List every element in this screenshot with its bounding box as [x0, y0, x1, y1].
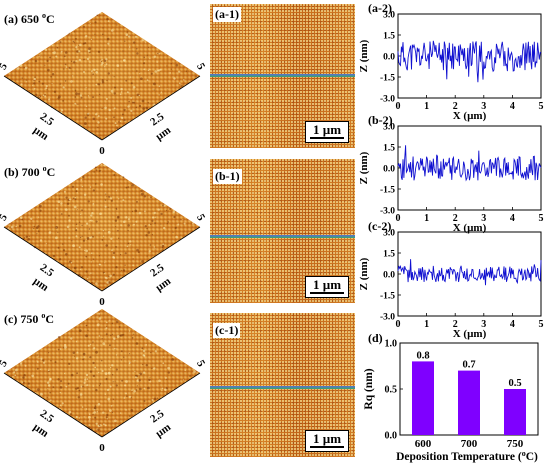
scale-bar: 1 µm [305, 121, 349, 143]
x-tick-label: 0 [396, 319, 401, 330]
axis-edge [101, 75, 201, 141]
panel-c1-label: (c-1) [213, 323, 241, 338]
profile-c2: (c-2)3.0 1.5 0.0 -1.5 -3.00 1 2 3 4 5 X (µm) Z (nm) [358, 219, 544, 340]
y-tick-label: 0.0 [383, 53, 395, 63]
panel-label: (c-2) [368, 219, 391, 233]
panel-b1-label: (b-1) [213, 169, 242, 184]
tick-label: 0 [99, 442, 105, 454]
y-tick-label: 3.0 [383, 123, 395, 133]
tick-label: 5 [194, 212, 207, 223]
x-tick-label: 2 [453, 319, 458, 330]
panel-label: (b-2) [368, 113, 393, 127]
y-tick-label: 1.5 [383, 250, 395, 260]
axis-edge [3, 226, 103, 292]
tick-label: 5 [0, 212, 10, 223]
y-tick-label: -3.0 [380, 207, 395, 217]
x-tick-label: 600 [415, 438, 432, 450]
y-axis-label: Z (nm) [358, 151, 370, 184]
axis-edge [101, 226, 201, 292]
tick-label: 5 [194, 61, 207, 72]
bar-data-label: 0.7 [462, 360, 475, 371]
panel-label-d: (d) [368, 331, 383, 345]
profile-series [397, 145, 542, 182]
tick-label: 5 [0, 61, 10, 72]
x-tick-label: 5 [539, 101, 544, 112]
y-tick-label: 1.5 [383, 32, 395, 42]
x-axis-label: X (µm) [453, 110, 487, 122]
x-tick-label: 1 [424, 101, 429, 112]
profile-series [397, 40, 542, 83]
bar-data-label: 0.5 [508, 378, 521, 389]
bar-700 [458, 370, 480, 435]
y-axis-label: Rq (nm) [363, 368, 375, 409]
x-axis-label: X (µm) [453, 328, 487, 340]
scale-bar: 1 µm [305, 430, 349, 452]
x-tick-label: 3 [481, 319, 486, 330]
tick-label: 5 [194, 358, 207, 369]
y-tick-label: 0.0 [383, 165, 395, 175]
y-tick-label: -3.0 [380, 313, 395, 323]
x-tick-label: 3 [481, 213, 486, 224]
profile-line [210, 235, 355, 238]
x-tick-label: 4 [510, 101, 515, 112]
x-tick-label: 1 [424, 319, 429, 330]
y-axis-label: Z (nm) [358, 257, 370, 290]
x-tick-label: 1 [424, 213, 429, 224]
bar-750 [504, 389, 526, 435]
scale-bar: 1 µm [305, 276, 349, 298]
y-tick-label: 1.5 [383, 144, 395, 154]
profile-b2: (b-2)3.0 1.5 0.0 -1.5 -3.00 1 2 3 4 5 X (µm) Z (nm) [358, 113, 544, 234]
axis-edge [3, 75, 103, 141]
profile-line [210, 74, 355, 77]
panel-a-label: (a) 650 oC [4, 11, 55, 26]
y-tick-label: -1.5 [380, 186, 395, 196]
tick-label: 0 [99, 145, 105, 157]
axis-edge [101, 372, 201, 438]
y-tick-label: -1.5 [380, 74, 395, 84]
x-tick-label: 5 [539, 213, 544, 224]
y-tick-label: 3.0 [383, 11, 395, 21]
y-axis-label: Z (nm) [358, 39, 370, 72]
bar-data-label: 0.8 [416, 350, 429, 361]
x-tick-label: 5 [539, 319, 544, 330]
panel-a1-label: (a-1) [213, 7, 241, 22]
y-tick-label: 0.0 [385, 431, 398, 442]
y-tick-label: -3.0 [380, 95, 395, 105]
tick-label: 5 [0, 358, 10, 369]
bar-600 [412, 361, 434, 435]
x-tick-label: 3 [481, 101, 486, 112]
afm-image-a1: (a-1) 1 µm [210, 4, 355, 148]
x-tick-label: 0 [396, 101, 401, 112]
x-axis-label: Deposition Temperature (oC) [396, 449, 538, 463]
axis-edge [3, 372, 103, 438]
panel-b-label: (b) 700 oC [4, 164, 56, 179]
y-tick-label: 3.0 [383, 229, 395, 239]
panel-c-label: (c) 750 oC [4, 311, 54, 326]
x-tick-label: 4 [510, 319, 515, 330]
x-tick-label: 750 [507, 438, 524, 450]
profile-a2: (a-2)3.0 1.5 0.0 -1.5 -3.00 1 2 3 4 5 X (µm) Z (nm) [358, 1, 544, 122]
x-axis-label: X (µm) [453, 222, 487, 234]
x-tick-label: 0 [396, 213, 401, 224]
tick-label: 0 [99, 296, 105, 308]
x-tick-label: 2 [453, 213, 458, 224]
y-tick-label: 0.5 [385, 385, 398, 396]
x-tick-label: 2 [453, 101, 458, 112]
afm-image-b1: (b-1) 1 µm [210, 159, 355, 303]
y-tick-label: -1.5 [380, 292, 395, 302]
x-tick-label: 700 [461, 438, 478, 450]
panel-label: (a-2) [368, 1, 392, 15]
profile-series [397, 259, 542, 286]
afm-image-c1: (c-1) 1 µm [210, 313, 355, 457]
y-tick-label: 0.0 [383, 271, 395, 281]
y-tick-label: 1.0 [385, 339, 398, 350]
profile-line [210, 386, 355, 389]
x-tick-label: 4 [510, 213, 515, 224]
